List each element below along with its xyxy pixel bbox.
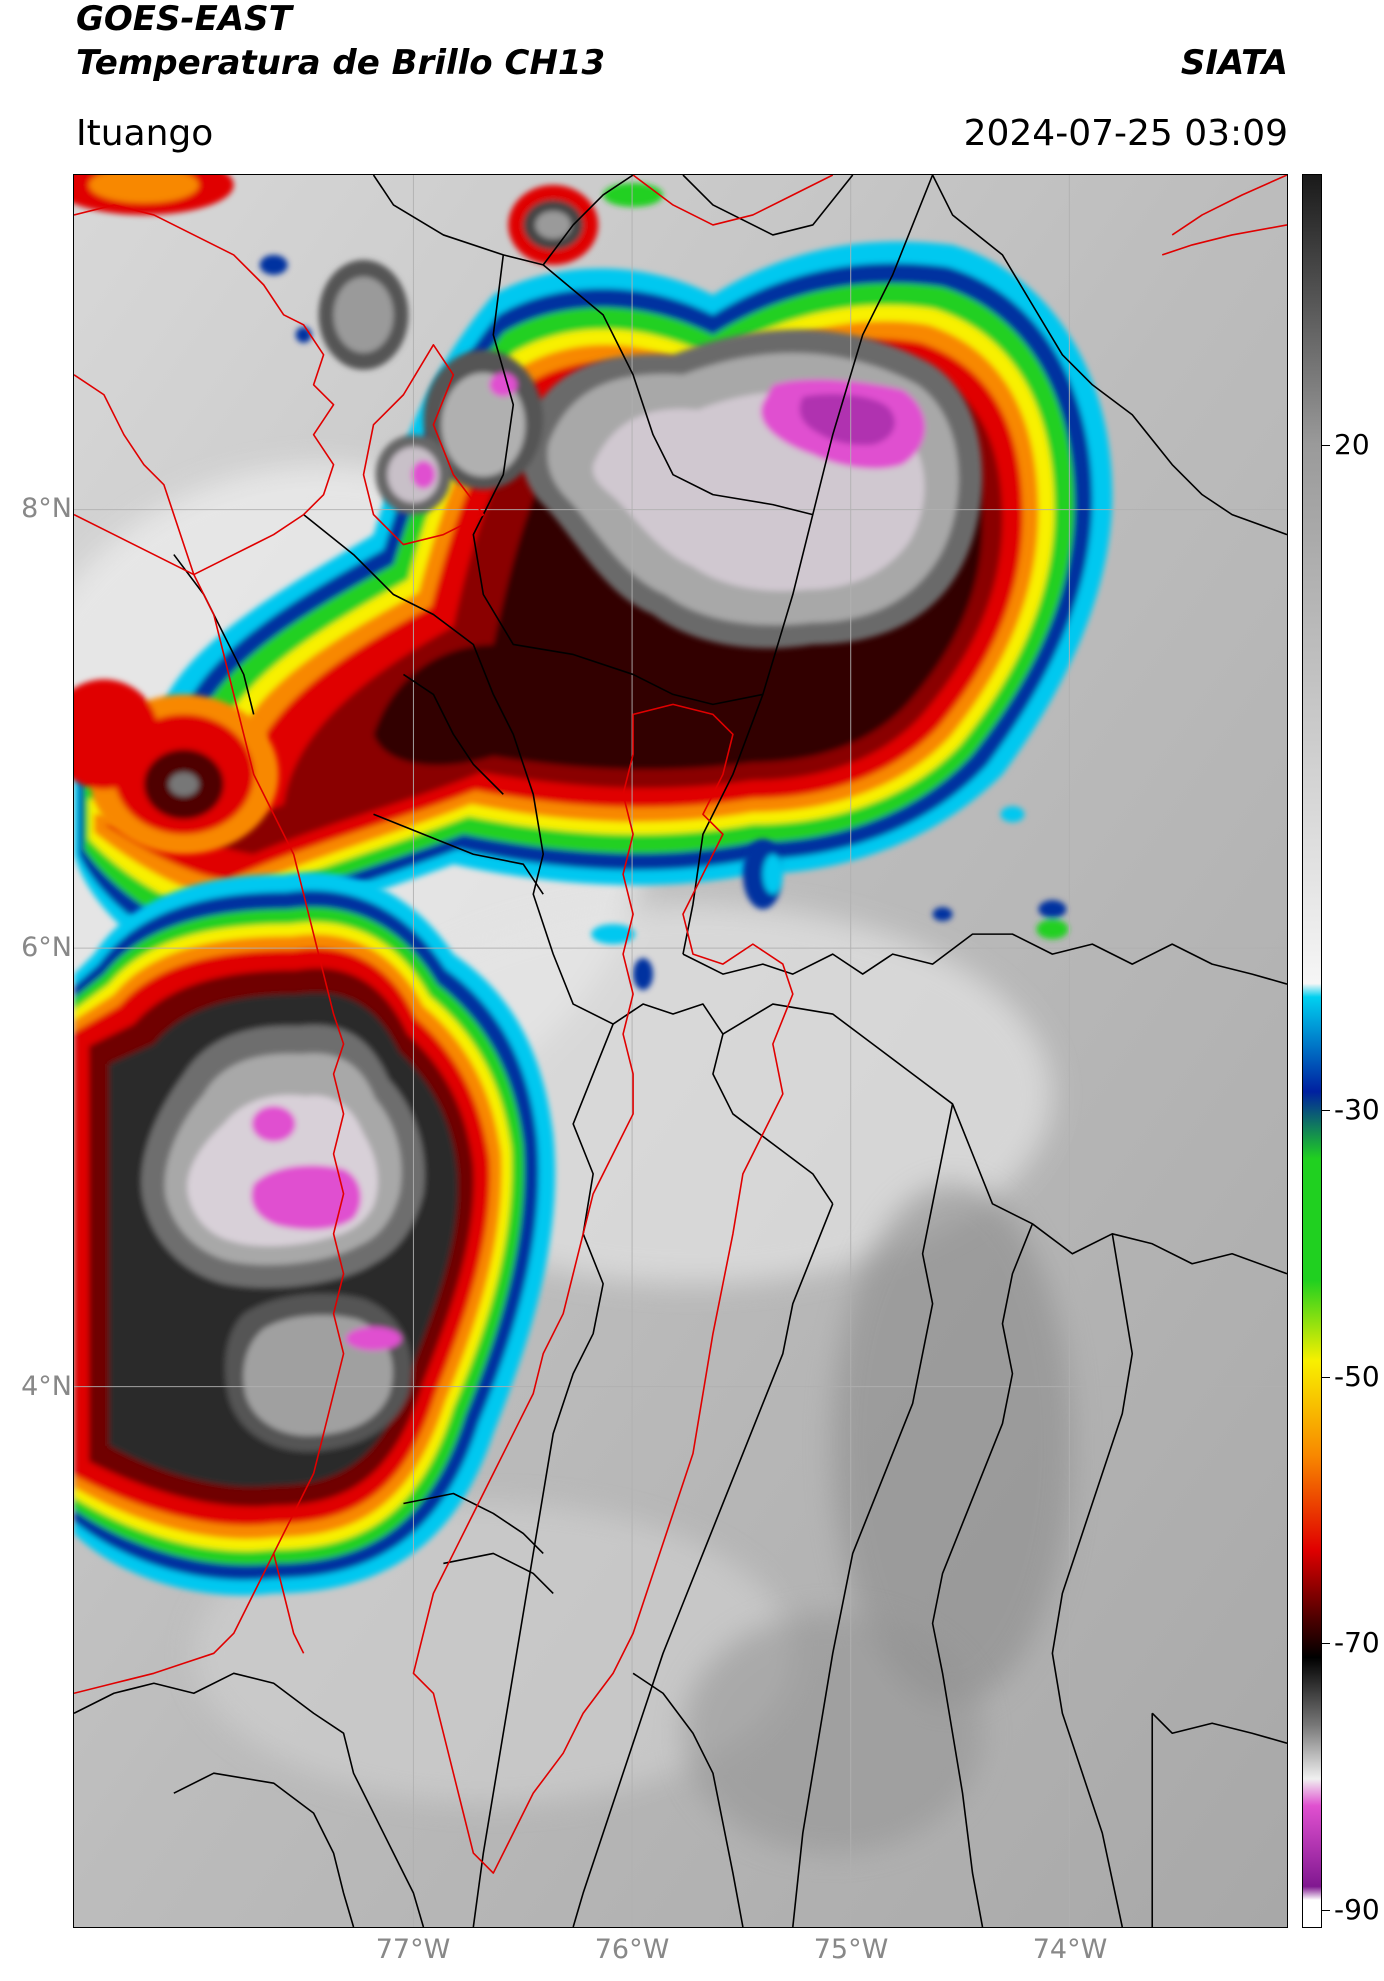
lon-label-77w: 77°W [375,1934,451,1965]
colorbar-tick-20 [1322,445,1330,446]
datetime-label: 2024-07-25 03:09 [963,113,1288,154]
lon-label-76w: 76°W [594,1934,670,1965]
mountain-dark-2 [682,1613,983,1854]
coastline [74,204,335,576]
lon-label-75w: 75°W [813,1934,889,1965]
satellite-map[interactable] [73,174,1288,1928]
colorbar-label-minus50: -50 [1334,1360,1380,1393]
temperature-colorbar [1302,174,1322,1928]
lat-label-6n: 6°N [21,932,72,963]
location-label: Ituango [76,113,214,154]
colorbar-label-minus30: -30 [1334,1093,1380,1126]
storm-west-band [74,679,279,855]
antioquia-outline [362,344,485,546]
colorbar-tick-minus70 [1322,1643,1330,1644]
colorbar-label-20: 20 [1334,428,1370,461]
scattered-cells [259,182,1069,991]
storm-south [74,872,556,1596]
lon-label-74w: 74°W [1032,1934,1108,1965]
product-title: Temperatura de Brillo CH13 [76,43,606,83]
graticule [74,175,1287,1927]
satellite-title: GOES-EAST [76,0,292,39]
brand-label: SIATA [1180,43,1288,83]
colorbar-label-minus70: -70 [1334,1626,1380,1659]
mountain-dark [832,1183,1073,1704]
lat-label-8n: 8°N [21,493,72,524]
colorbar-tick-minus30 [1322,1110,1330,1111]
colorbar-tick-minus90 [1322,1910,1330,1911]
colorbar-label-minus90: -90 [1334,1893,1380,1926]
lat-label-4n: 4°N [21,1371,72,1402]
map-canvas [74,175,1287,1927]
region-borders [74,175,1287,1874]
department-borders [74,175,1287,1927]
colorbar-tick-minus50 [1322,1377,1330,1378]
